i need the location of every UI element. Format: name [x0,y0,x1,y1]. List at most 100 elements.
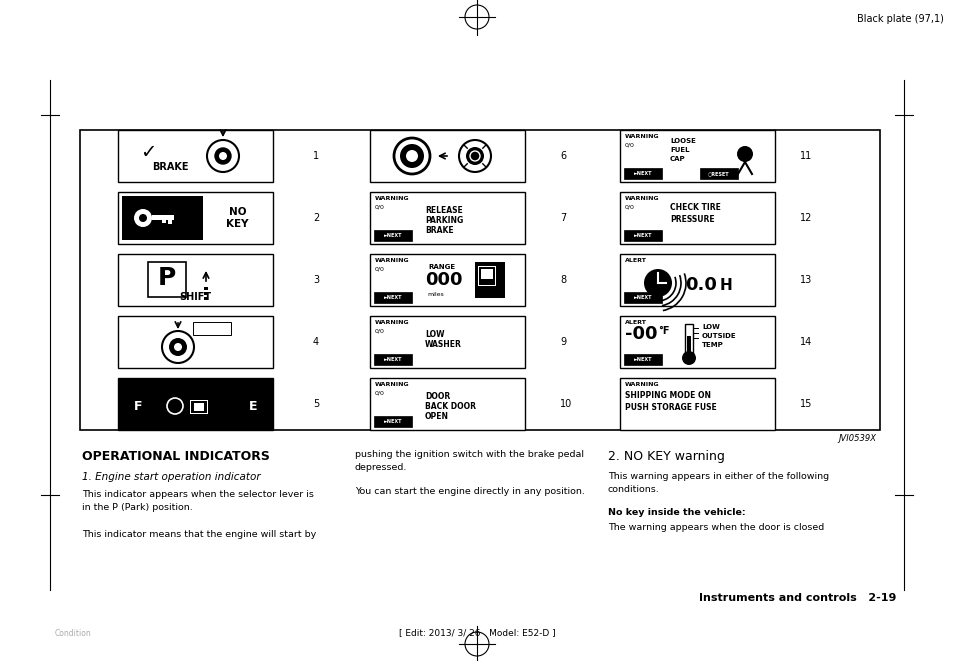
Bar [122,196,202,240]
Text: ►NEXT: ►NEXT [633,171,652,176]
Bar [619,378,774,430]
Text: ○RESET: ○RESET [707,171,729,176]
Text: miles: miles [427,292,443,297]
Bar [370,254,524,306]
Circle shape [406,150,417,162]
Text: OPEN: OPEN [424,412,449,421]
Bar [204,297,208,300]
Text: DOOR: DOOR [424,392,450,401]
Bar [619,316,774,368]
Bar [370,130,524,182]
Bar [80,130,879,430]
Text: 13: 13 [800,275,811,285]
Text: Black plate (97,1): Black plate (97,1) [856,14,943,24]
Text: WARNING: WARNING [375,258,409,264]
Bar [374,354,412,365]
Text: TEMP: TEMP [701,342,723,348]
Bar [374,416,412,427]
Text: ►NEXT: ►NEXT [633,295,652,300]
Text: °F: °F [658,326,669,336]
Bar [204,292,208,295]
Bar [623,230,661,241]
Bar [619,130,774,182]
Circle shape [219,152,227,160]
Text: P: P [157,266,176,290]
Text: RANGE: RANGE [428,264,455,270]
Text: 0.0: 0.0 [684,276,716,294]
Text: 0/0: 0/0 [375,204,384,210]
Bar [204,287,208,290]
Text: 0/0: 0/0 [624,143,634,147]
Text: 1: 1 [313,151,319,161]
Bar [118,130,273,182]
Circle shape [173,343,182,351]
Text: 9: 9 [559,337,565,347]
Bar [478,267,495,285]
Bar [118,254,273,306]
Text: 12: 12 [800,213,812,223]
Text: The warning appears when the door is closed: The warning appears when the door is clo… [607,523,823,532]
Bar [619,254,774,306]
Circle shape [465,147,483,165]
Text: This indicator appears when the selector lever is
in the P (Park) position.: This indicator appears when the selector… [82,490,314,512]
Text: WARNING: WARNING [375,321,409,325]
Text: 0/0: 0/0 [375,266,384,272]
Text: BRAKE: BRAKE [152,162,188,172]
Text: OPERATIONAL INDICATORS: OPERATIONAL INDICATORS [82,450,270,463]
Text: FUEL: FUEL [669,147,689,153]
Text: LOW: LOW [424,330,444,339]
Text: No key inside the vehicle:: No key inside the vehicle: [607,508,745,517]
Text: ►NEXT: ►NEXT [383,295,402,300]
Text: 6: 6 [559,151,565,161]
Circle shape [681,351,696,365]
Circle shape [133,209,152,227]
Text: [ Edit: 2013/ 3/ 26   Model: E52-D ]: [ Edit: 2013/ 3/ 26 Model: E52-D ] [398,629,555,637]
Text: 2. NO KEY warning: 2. NO KEY warning [607,450,724,463]
Bar [148,262,186,297]
Text: 15: 15 [800,399,812,409]
Text: 4: 4 [313,337,319,347]
Text: This indicator means that the engine will start by: This indicator means that the engine wil… [82,530,315,539]
Text: 1. Engine start operation indicator: 1. Engine start operation indicator [82,472,260,482]
Text: LOOSE: LOOSE [669,138,695,144]
Bar [684,324,692,354]
Text: NO
KEY: NO KEY [226,207,249,229]
Text: ►NEXT: ►NEXT [633,233,652,238]
Bar [374,292,412,303]
Bar [619,192,774,244]
Text: ✓: ✓ [140,143,156,161]
Bar [168,220,172,224]
Text: PUSH: PUSH [200,323,224,332]
Bar [623,168,661,179]
Text: 10: 10 [559,399,572,409]
Circle shape [214,148,231,164]
Text: OUTSIDE: OUTSIDE [701,333,736,339]
Bar [370,192,524,244]
Circle shape [399,144,423,168]
Bar [623,292,661,303]
Text: PARKING: PARKING [424,216,463,225]
Text: SHIPPING MODE ON: SHIPPING MODE ON [624,391,710,401]
Text: WARNING: WARNING [375,383,409,387]
Bar [623,354,661,365]
Text: 5: 5 [313,399,319,409]
Text: 14: 14 [800,337,811,347]
Circle shape [646,272,668,294]
Text: -00: -00 [624,325,657,343]
Circle shape [643,269,671,297]
Text: WASHER: WASHER [424,340,461,349]
Text: CHECK TIRE: CHECK TIRE [669,204,720,212]
Bar [193,322,231,335]
Bar [477,266,496,286]
Text: RELEASE: RELEASE [424,206,462,215]
Text: SHIFT: SHIFT [179,292,212,302]
Text: ALERT: ALERT [624,321,646,325]
Bar [118,316,273,368]
Bar [475,262,504,298]
Text: 8: 8 [559,275,565,285]
Text: BACK DOOR: BACK DOOR [424,402,476,411]
Bar [152,215,173,220]
Circle shape [737,146,752,162]
Text: 7: 7 [559,213,566,223]
Text: F: F [133,401,142,414]
